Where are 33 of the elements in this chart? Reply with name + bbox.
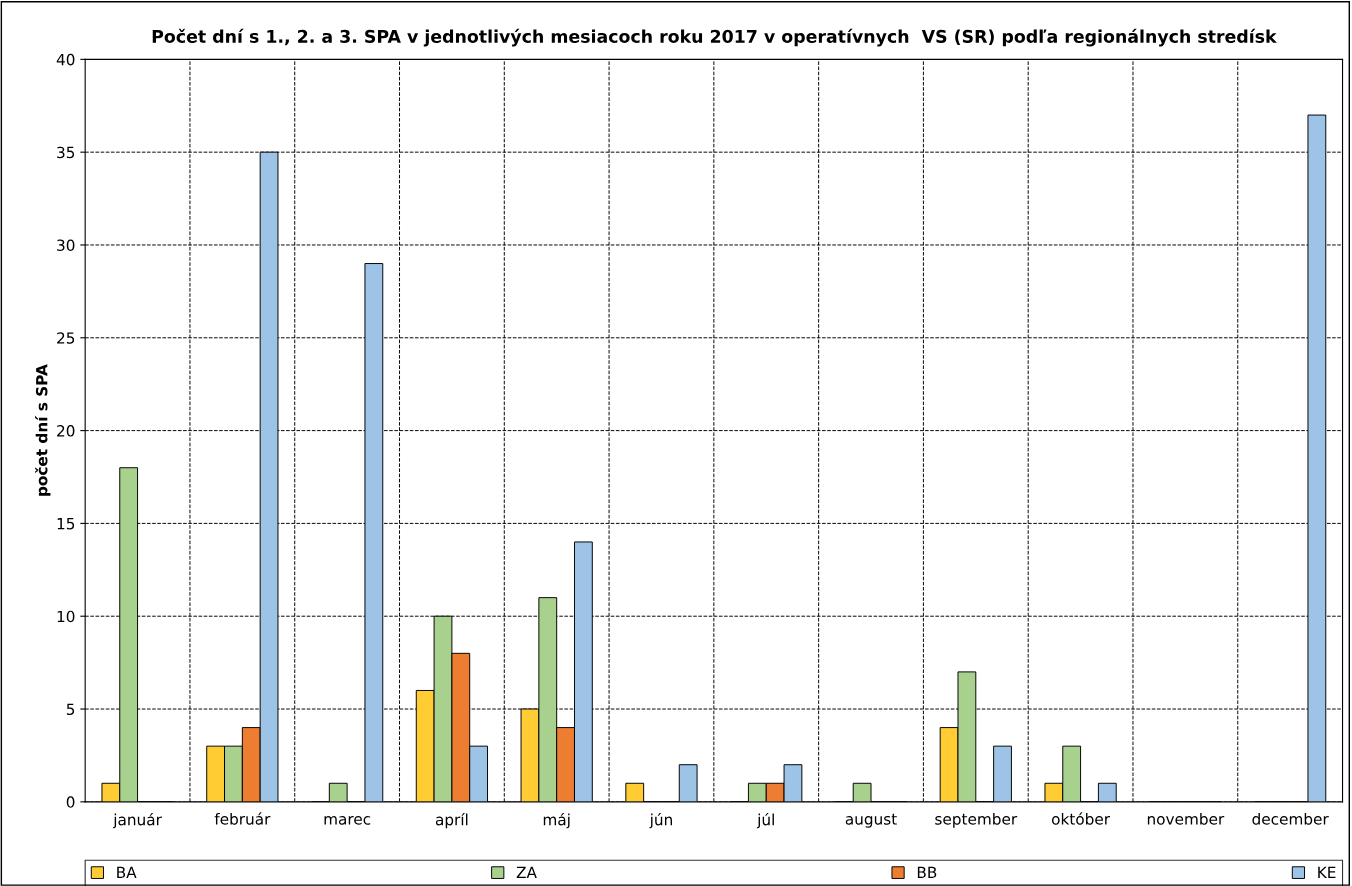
bar: [678, 764, 698, 802]
x-tick-label: október: [1051, 812, 1111, 825]
bar: [1097, 782, 1117, 802]
y-tick-label: 25: [57, 332, 75, 344]
y-tick-label: 10: [57, 610, 75, 623]
y-tick-label: 20: [57, 425, 75, 437]
x-tick-label: máj: [543, 812, 570, 829]
y-tick-label: 30: [57, 239, 75, 251]
legend-label: ZA: [516, 866, 537, 878]
y-tick-label: 5: [66, 703, 75, 716]
chart-title: Počet dní s 1., 2. a 3. SPA v jednotlivých mesiacoch roku 2017 v operatívnych VS (SR) podľa regionálnych stredísk: [152, 28, 1277, 47]
y-tick-label: 40: [56, 53, 75, 66]
bar: [993, 745, 1012, 802]
legend-label: BB: [917, 866, 937, 878]
x-tick-label: september: [935, 812, 1018, 828]
x-tick-label: august: [845, 813, 897, 828]
x-tick-label: júl: [756, 812, 774, 829]
bar: [328, 782, 348, 802]
legend-label: BA: [117, 866, 137, 878]
x-tick-label: február: [214, 812, 271, 825]
x-tick-label: jún: [649, 812, 672, 829]
x-tick-label: november: [1147, 812, 1225, 825]
bar: [852, 782, 872, 802]
bar: [625, 782, 645, 802]
x-tick-label: december: [1252, 812, 1329, 825]
x-tick-label: január: [112, 812, 162, 829]
y-axis-title: počet dní s SPA: [35, 364, 51, 496]
y-tick-label: 0: [66, 796, 75, 808]
x-tick-label: marec: [324, 815, 371, 825]
legend-label: KE: [1318, 866, 1336, 878]
x-tick-label: apríl: [435, 812, 468, 829]
y-tick-label: 35: [57, 146, 75, 159]
y-tick-label: 15: [57, 518, 75, 530]
